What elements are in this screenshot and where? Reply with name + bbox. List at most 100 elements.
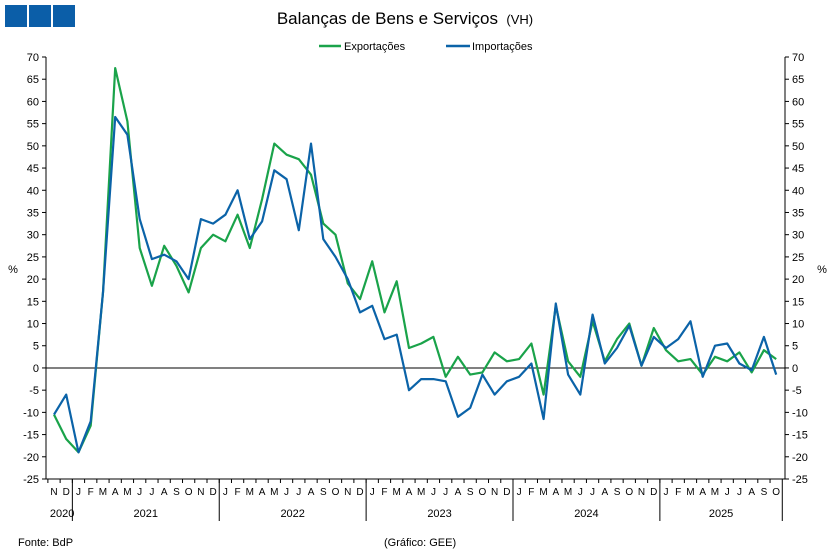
y-tick-label-right: -15 — [792, 430, 808, 442]
chart-title: Balanças de Bens e Serviços (VH) — [277, 9, 533, 28]
x-tick-label: J — [737, 487, 742, 498]
y-tick-label-left: 70 — [27, 52, 39, 64]
legend-label-exportacoes: Exportações — [344, 41, 406, 53]
y-tick-label-right: 40 — [792, 185, 804, 197]
y-tick-label-right: 0 — [792, 363, 798, 375]
y-axis-label-left: % — [8, 264, 18, 276]
x-tick-label: J — [590, 487, 595, 498]
y-tick-label-left: 0 — [33, 363, 39, 375]
y-tick-label-right: 10 — [792, 319, 804, 331]
y-tick-label-left: 60 — [27, 96, 39, 108]
x-tick-label: N — [197, 487, 204, 498]
x-tick-label: N — [638, 487, 645, 498]
y-tick-label-right: 50 — [792, 141, 804, 153]
y-tick-label-left: -5 — [29, 385, 39, 397]
x-tick-label: J — [76, 487, 81, 498]
y-tick-label-right: -5 — [792, 385, 802, 397]
year-label: 2025 — [709, 508, 733, 520]
x-tick-label: A — [161, 487, 168, 498]
y-tick-label-left: -15 — [23, 430, 39, 442]
y-tick-label-right: -10 — [792, 407, 808, 419]
chart-title-main: Balanças de Bens e Serviços — [277, 9, 498, 28]
y-tick-label-left: 10 — [27, 319, 39, 331]
x-tick-label: J — [284, 487, 289, 498]
y-tick-label-right: 25 — [792, 252, 804, 264]
y-tick-label-right: 70 — [792, 52, 804, 64]
x-tick-label: J — [443, 487, 448, 498]
x-tick-label: S — [173, 487, 180, 498]
legend-label-importacoes: Importações — [472, 41, 533, 53]
y-tick-label-left: 40 — [27, 185, 39, 197]
y-tick-label-left: 25 — [27, 252, 39, 264]
y-tick-label-left: 55 — [27, 119, 39, 131]
x-tick-label: J — [223, 487, 228, 498]
x-tick-label: A — [259, 487, 266, 498]
x-tick-label: M — [711, 487, 719, 498]
x-tick-label: J — [517, 487, 522, 498]
x-tick-label: A — [455, 487, 462, 498]
x-tick-label: N — [344, 487, 351, 498]
y-tick-label-right: 15 — [792, 296, 804, 308]
series — [53, 66, 778, 454]
y-tick-label-right: 60 — [792, 96, 804, 108]
y-axis-left: -25 -20 -15 -10 -5 0 5 10 15 20 25 30 35 40 45 50 55 60 65… — [23, 52, 46, 486]
exportacoes-line — [53, 66, 777, 454]
year-label: 2024 — [574, 508, 598, 520]
y-tick-label-right: -20 — [792, 452, 808, 464]
x-tick-label: S — [320, 487, 327, 498]
x-tick-label: J — [578, 487, 583, 498]
x-tick-label: J — [296, 487, 301, 498]
x-tick-label: O — [479, 487, 487, 498]
importacoes-line — [53, 115, 778, 454]
logo-square-2 — [29, 5, 51, 27]
x-tick-label: A — [112, 487, 119, 498]
x-tick-label: J — [431, 487, 436, 498]
x-tick-label: S — [614, 487, 621, 498]
year-label: 2023 — [427, 508, 451, 520]
x-tick-label: A — [748, 487, 755, 498]
logo-square-1 — [5, 5, 27, 27]
x-tick-label: D — [650, 487, 657, 498]
logo-square-3 — [53, 5, 75, 27]
x-tick-label: F — [381, 487, 387, 498]
y-tick-label-left: 45 — [27, 163, 39, 175]
x-tick-label: A — [699, 487, 706, 498]
y-axis-right: -25 -20 -15 -10 -5 0 5 10 15 20 25 30 35 40 45 50 55 60 65… — [785, 52, 808, 486]
x-tick-label: D — [63, 487, 70, 498]
y-tick-label-left: 50 — [27, 141, 39, 153]
y-tick-label-right: 35 — [792, 207, 804, 219]
x-tick-label: O — [332, 487, 340, 498]
x-tick-label: O — [625, 487, 633, 498]
x-tick-label: F — [235, 487, 241, 498]
x-tick-label: O — [185, 487, 193, 498]
y-tick-label-left: 30 — [27, 230, 39, 242]
y-tick-label-left: -10 — [23, 407, 39, 419]
legend: Exportações Importações — [319, 41, 533, 53]
x-tick-label: M — [123, 487, 131, 498]
x-tick-label: M — [393, 487, 401, 498]
x-tick-label: M — [246, 487, 254, 498]
year-label: 2021 — [134, 508, 158, 520]
y-tick-label-left: -25 — [23, 474, 39, 486]
x-tick-label: M — [539, 487, 547, 498]
x-tick-label: F — [675, 487, 681, 498]
x-tick-label: D — [210, 487, 217, 498]
x-tick-label: O — [772, 487, 780, 498]
y-tick-label-right: -25 — [792, 474, 808, 486]
x-tick-label: A — [601, 487, 608, 498]
x-tick-label: F — [88, 487, 94, 498]
x-tick-label: J — [370, 487, 375, 498]
y-tick-label-right: 55 — [792, 119, 804, 131]
x-tick-label: A — [308, 487, 315, 498]
y-tick-label-left: 15 — [27, 296, 39, 308]
x-tick-label: J — [149, 487, 154, 498]
x-tick-label: J — [137, 487, 142, 498]
y-tick-label-left: -20 — [23, 452, 39, 464]
x-tick-label: S — [761, 487, 768, 498]
x-tick-label: M — [99, 487, 107, 498]
x-tick-label: J — [664, 487, 669, 498]
x-tick-label: A — [406, 487, 413, 498]
x-tick-label: J — [725, 487, 730, 498]
